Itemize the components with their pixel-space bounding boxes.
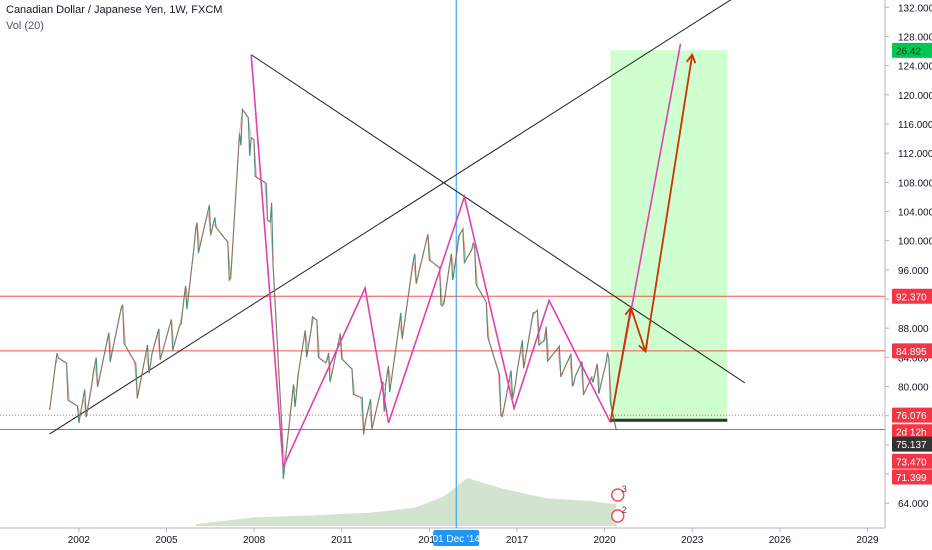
price-label-badge-2[interactable] [892,343,932,359]
projection-arrowhead-2 [685,52,697,64]
crosshair-time-label: 01 Dec '14 [432,534,480,545]
crosshair-time-badge [433,530,480,546]
event-marker-count-1: 2 [622,505,627,515]
y-tick-label-11: 88.000 [898,324,929,335]
x-tick-label-0: 2002 [68,535,91,546]
x-tick-label-7: 2023 [681,535,704,546]
price-label-1: 92.370 [896,292,927,303]
price-label-3: 76.076 [896,411,927,422]
y-tick-label-2: 124.000 [898,62,932,73]
price-series[interactable] [49,107,617,479]
price-label-5: 75.137 [896,440,927,451]
x-tick-label-9: 2029 [856,535,879,546]
y-tick-label-12: 84.000 [898,353,929,364]
projection-arrow-2[interactable] [644,54,694,352]
trendline-0[interactable] [49,0,742,435]
x-tick-label-5: 2017 [506,535,529,546]
y-tick-label-9: 96.000 [898,266,929,277]
y-tick-label-3: 120.000 [898,91,932,102]
y-tick-label-6: 108.000 [898,178,932,189]
target-zone[interactable] [610,50,728,423]
x-tick-label-6: 2020 [593,535,616,546]
y-tick-label-4: 116.000 [898,120,932,131]
projection-arrow-0[interactable] [609,307,632,423]
trendline-1[interactable] [250,54,746,384]
price-label-badge-0[interactable] [892,42,932,58]
y-tick-label-17: 64.000 [898,499,929,510]
x-tick-label-4: 2014 [418,535,441,546]
price-label-badge-1[interactable] [892,288,932,304]
x-tick-label-3: 2011 [331,535,353,546]
price-label-6: 73.470 [896,457,927,468]
price-label-badge-4[interactable] [892,424,932,440]
event-marker-1[interactable] [610,509,625,523]
y-tick-label-5: 112.000 [898,149,932,160]
y-tick-label-1: 128.000 [898,32,932,43]
volume-indicator-label[interactable]: Vol (20) [6,20,44,32]
y-tick-label-0: 132.000 [898,3,932,14]
y-tick-label-13: 80.000 [898,383,929,394]
price-label-2: 84.895 [896,347,927,358]
price-label-7: 71.399 [896,473,927,484]
price-label-badge-5[interactable] [892,436,932,452]
event-marker-count-0: 3 [622,484,627,494]
x-tick-label-2: 2008 [243,535,266,546]
price-series-wicks [49,108,616,466]
event-marker-0[interactable] [610,488,625,502]
y-tick-label-8: 100.000 [898,237,932,248]
price-label-badge-7[interactable] [892,469,932,485]
y-tick-label-7: 104.000 [898,207,932,218]
projection-arrow-1[interactable] [630,307,647,352]
price-label-badge-6[interactable] [892,453,932,469]
price-label-4: 2d 12h [896,428,927,439]
x-tick-label-8: 2026 [769,535,792,546]
price-label-0: 26.42 [896,46,921,57]
x-tick-label-1: 2005 [155,535,178,546]
volume-bars [195,478,617,526]
price-label-badge-3[interactable] [892,407,932,423]
symbol-title[interactable]: Canadian Dollar / Japanese Yen, 1W, FXCM [6,4,223,16]
pattern-path[interactable] [250,54,612,470]
